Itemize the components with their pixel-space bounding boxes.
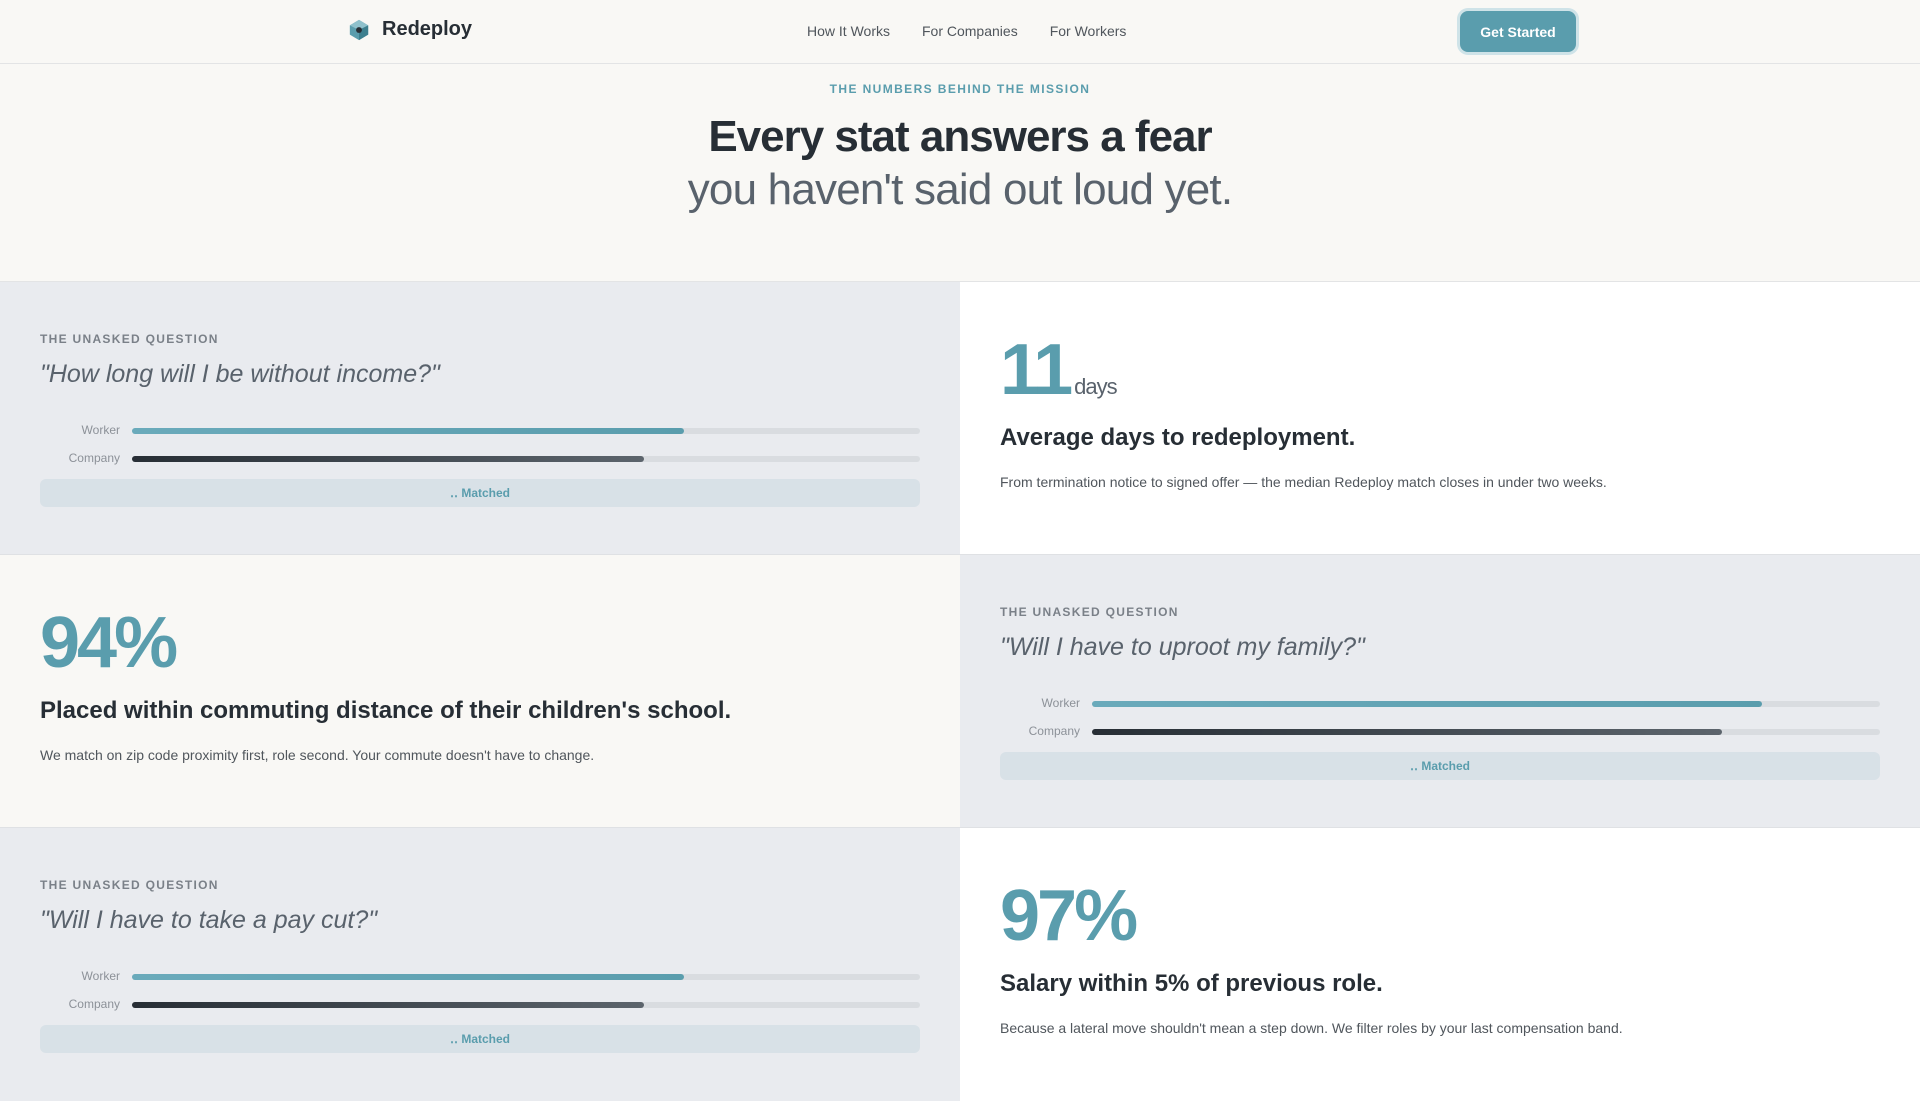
- company-progress-fill: [132, 1002, 645, 1008]
- brand-logo-link[interactable]: Redeploy: [348, 18, 472, 41]
- stat-description: Because a lateral move shouldn't mean a …: [1000, 1020, 1623, 1036]
- nav-link-for-workers[interactable]: For Workers: [1049, 23, 1127, 39]
- stats-grid: THE UNASKED QUESTION "How long will I be…: [0, 282, 1920, 1101]
- stat-value-group: 94%: [40, 603, 178, 683]
- company-bar-row: Company: [40, 997, 920, 1013]
- stat-heading: Average days to redeployment.: [1000, 424, 1356, 451]
- worker-progress-track: [1092, 701, 1880, 707]
- worker-progress-track: [132, 974, 920, 980]
- company-progress-fill: [132, 456, 645, 462]
- company-bar-row: Company: [40, 451, 920, 467]
- worker-progress-fill: [1092, 701, 1762, 707]
- matched-badge[interactable]: ‥ Matched: [40, 1025, 920, 1053]
- brand-name: Redeploy: [382, 18, 473, 40]
- worker-bar-row: Worker: [40, 969, 920, 985]
- company-bar-label: Company: [68, 997, 120, 1011]
- get-started-button[interactable]: Get Started: [1460, 11, 1576, 52]
- company-progress-track: [1092, 729, 1880, 735]
- stat-value-group: 97%: [1000, 876, 1138, 956]
- company-bar-label: Company: [1028, 724, 1080, 738]
- nav-links: How It Works For Companies For Workers: [807, 23, 1126, 39]
- question-card-family: THE UNASKED QUESTION "Will I have to upr…: [960, 555, 1920, 828]
- company-progress-track: [132, 456, 920, 462]
- hero-eyebrow: THE NUMBERS BEHIND THE MISSION: [829, 82, 1091, 96]
- worker-progress-fill: [132, 974, 684, 980]
- question-text: "How long will I be without income?": [40, 360, 440, 388]
- worker-progress-track: [132, 428, 920, 434]
- stat-description: We match on zip code proximity first, ro…: [40, 747, 595, 763]
- question-text: "Will I have to take a pay cut?": [40, 906, 378, 934]
- question-text: "Will I have to uproot my family?": [1000, 633, 1365, 661]
- matched-badge[interactable]: ‥ Matched: [40, 479, 920, 507]
- stat-value: 11: [1000, 330, 1073, 410]
- worker-bar-label: Worker: [1041, 696, 1080, 710]
- stat-value: 94%: [40, 603, 178, 683]
- question-card-income: THE UNASKED QUESTION "How long will I be…: [0, 282, 960, 555]
- worker-bar-label: Worker: [81, 423, 120, 437]
- company-progress-track: [132, 1002, 920, 1008]
- hero-subtitle: you haven't said out loud yet.: [687, 165, 1233, 214]
- question-card-pay: THE UNASKED QUESTION "Will I have to tak…: [0, 828, 960, 1101]
- stat-heading: Placed within commuting distance of thei…: [40, 697, 732, 724]
- stat-card-days: 11 days Average days to redeployment. Fr…: [960, 282, 1920, 555]
- company-progress-fill: [1092, 729, 1723, 735]
- redeploy-logo-icon: [349, 19, 369, 40]
- question-label: THE UNASKED QUESTION: [1000, 605, 1179, 619]
- nav-link-how-it-works[interactable]: How It Works: [807, 23, 890, 39]
- company-bar-row: Company: [1000, 724, 1880, 740]
- worker-bar-label: Worker: [81, 969, 120, 983]
- stat-unit: days: [1074, 374, 1117, 399]
- stat-value-group: 11 days: [1000, 330, 1118, 410]
- stat-heading: Salary within 5% of previous role.: [1000, 970, 1383, 997]
- stat-card-commute: 94% Placed within commuting distance of …: [0, 555, 960, 828]
- hero-section: THE NUMBERS BEHIND THE MISSION Every sta…: [0, 64, 1920, 282]
- worker-progress-fill: [132, 428, 684, 434]
- stat-description: From termination notice to signed offer …: [1000, 474, 1607, 490]
- stat-card-salary: 97% Salary within 5% of previous role. B…: [960, 828, 1920, 1101]
- top-navigation: Redeploy How It Works For Companies For …: [0, 0, 1920, 64]
- nav-link-for-companies[interactable]: For Companies: [921, 23, 1018, 39]
- company-bar-label: Company: [68, 451, 120, 465]
- question-label: THE UNASKED QUESTION: [40, 332, 219, 346]
- worker-bar-row: Worker: [1000, 696, 1880, 712]
- question-label: THE UNASKED QUESTION: [40, 878, 219, 892]
- stat-value: 97%: [1000, 876, 1138, 956]
- matched-badge[interactable]: ‥ Matched: [1000, 752, 1880, 780]
- hero-title: Every stat answers a fear: [708, 112, 1212, 161]
- worker-bar-row: Worker: [40, 423, 920, 439]
